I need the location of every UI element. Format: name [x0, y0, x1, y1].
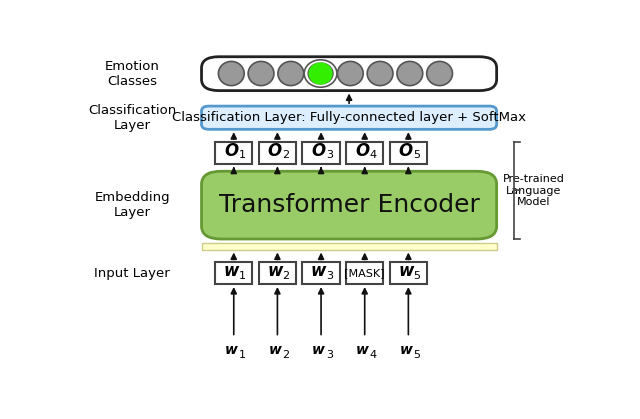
Ellipse shape: [427, 62, 452, 85]
Text: 2: 2: [282, 271, 289, 281]
Text: w: w: [312, 343, 325, 357]
Text: w: w: [356, 343, 369, 357]
FancyBboxPatch shape: [259, 262, 296, 284]
Ellipse shape: [278, 62, 304, 85]
Ellipse shape: [337, 62, 364, 85]
Text: w: w: [225, 343, 237, 357]
Ellipse shape: [308, 62, 333, 85]
Text: w: w: [223, 262, 239, 280]
Text: w: w: [268, 262, 283, 280]
Text: 4: 4: [369, 150, 377, 160]
Text: 2: 2: [282, 350, 289, 360]
Ellipse shape: [397, 62, 423, 85]
Text: 3: 3: [326, 150, 333, 160]
Ellipse shape: [367, 62, 393, 85]
Text: O: O: [355, 142, 369, 160]
FancyBboxPatch shape: [346, 262, 383, 284]
Text: w: w: [311, 262, 326, 280]
Ellipse shape: [218, 62, 244, 85]
Text: 3: 3: [326, 350, 333, 360]
FancyBboxPatch shape: [202, 171, 497, 239]
FancyBboxPatch shape: [215, 262, 252, 284]
Text: O: O: [268, 142, 282, 160]
Text: 5: 5: [413, 271, 420, 281]
Text: Classification
Layer: Classification Layer: [88, 104, 176, 132]
Text: w: w: [398, 262, 413, 280]
Text: O: O: [399, 142, 413, 160]
Text: Transformer Encoder: Transformer Encoder: [219, 193, 479, 217]
Text: 3: 3: [326, 271, 333, 281]
Text: w: w: [269, 343, 282, 357]
Text: Input Layer: Input Layer: [94, 267, 170, 280]
FancyBboxPatch shape: [259, 142, 296, 164]
Text: 5: 5: [413, 350, 420, 360]
FancyBboxPatch shape: [202, 243, 497, 250]
Text: 5: 5: [413, 150, 420, 160]
Text: 1: 1: [239, 150, 246, 160]
Text: O: O: [312, 142, 326, 160]
Text: 1: 1: [239, 271, 246, 281]
FancyBboxPatch shape: [303, 262, 340, 284]
Text: 1: 1: [239, 350, 246, 360]
FancyBboxPatch shape: [390, 262, 427, 284]
Text: Pre-trained
Language
Model: Pre-trained Language Model: [503, 174, 564, 207]
FancyBboxPatch shape: [215, 142, 252, 164]
Text: 4: 4: [369, 350, 377, 360]
Text: 2: 2: [282, 150, 289, 160]
FancyBboxPatch shape: [202, 57, 497, 91]
FancyBboxPatch shape: [303, 142, 340, 164]
Text: Emotion
Classes: Emotion Classes: [105, 59, 159, 88]
Text: [MASK]: [MASK]: [344, 268, 385, 278]
Text: O: O: [224, 142, 238, 160]
Ellipse shape: [248, 62, 274, 85]
FancyBboxPatch shape: [202, 106, 497, 129]
Text: w: w: [399, 343, 412, 357]
FancyBboxPatch shape: [346, 142, 383, 164]
Text: Embedding
Layer: Embedding Layer: [94, 191, 170, 219]
FancyBboxPatch shape: [390, 142, 427, 164]
Text: Classification Layer: Fully-connected layer + SoftMax: Classification Layer: Fully-connected la…: [172, 111, 526, 124]
